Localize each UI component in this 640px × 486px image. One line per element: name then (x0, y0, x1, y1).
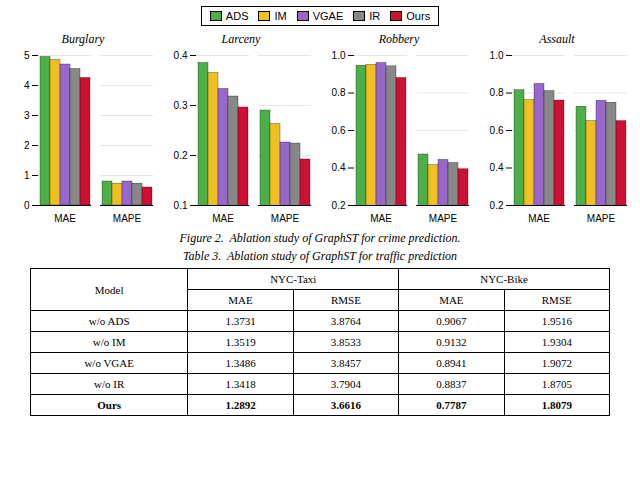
svg-text:0.2: 0.2 (174, 150, 188, 161)
html-text:Ours: Ours (406, 10, 431, 22)
html-text:1.3731: 1.3731 (225, 315, 256, 327)
html-text:1.3519: 1.3519 (225, 336, 256, 348)
html-text:0.7787: 0.7787 (436, 399, 467, 411)
html-text:3.8457: 3.8457 (330, 357, 362, 369)
html-text:Burglary: Burglary (61, 32, 105, 46)
svg-text:3: 3 (24, 110, 30, 121)
html-text:w/o VGAE: w/o VGAE (84, 357, 134, 369)
svg-text:0: 0 (24, 200, 30, 211)
html-text:3.7904: 3.7904 (330, 378, 362, 390)
html-text:1.8705: 1.8705 (541, 378, 572, 390)
svg-text:MAPE: MAPE (113, 213, 142, 224)
svg-text:1.0: 1.0 (332, 50, 346, 61)
html-text:0.8941: 0.8941 (436, 357, 467, 369)
html-text:1.3418: 1.3418 (225, 378, 256, 390)
svg-text:MAPE: MAPE (587, 213, 616, 224)
html-text:1.3486: 1.3486 (225, 357, 256, 369)
html-text:IR: IR (369, 10, 381, 22)
html-text:w/o IR: w/o IR (94, 378, 125, 390)
html-text:Larceny: Larceny (221, 32, 261, 46)
html-text:0.9067: 0.9067 (436, 315, 467, 327)
html-text:3.8764: 3.8764 (330, 315, 362, 327)
html-text:0.8837: 0.8837 (436, 378, 467, 390)
svg-text:0.4: 0.4 (332, 162, 346, 173)
svg-text:0.1: 0.1 (174, 200, 188, 211)
html-text:IM: IM (274, 10, 287, 22)
html-text:3.8533: 3.8533 (330, 336, 362, 348)
svg-text:0.2: 0.2 (490, 200, 504, 211)
svg-text:MAPE: MAPE (429, 213, 458, 224)
html-text:Table 3. Ablation study of Gra: Table 3. Ablation study of GraphST for t… (183, 249, 457, 263)
html-text:RMSE: RMSE (331, 294, 361, 306)
html-text:1.9072: 1.9072 (541, 357, 572, 369)
html-text:0.9132: 0.9132 (436, 336, 467, 348)
html-text:MAE: MAE (228, 294, 253, 306)
svg-text:2: 2 (24, 140, 30, 151)
html-text:Assault: Assault (539, 32, 575, 46)
svg-text:0.2: 0.2 (332, 200, 346, 211)
html-text:Robbery: Robbery (378, 32, 420, 46)
svg-text:4: 4 (24, 80, 30, 91)
html-text:VGAE: VGAE (312, 10, 344, 22)
svg-text:0.6: 0.6 (332, 125, 346, 136)
html-text:NYC-Taxi: NYC-Taxi (270, 273, 317, 285)
svg-text:MAPE: MAPE (271, 213, 300, 224)
html-text:Figure 2. Ablation study of Gr: Figure 2. Ablation study of GraphST for … (179, 231, 461, 245)
svg-text:MAE: MAE (370, 213, 392, 224)
html-text:w/o ADS: w/o ADS (88, 315, 130, 327)
svg-text:0.4: 0.4 (490, 162, 504, 173)
svg-text:0.8: 0.8 (490, 87, 504, 98)
svg-text:0.6: 0.6 (490, 125, 504, 136)
html-text:w/o IM: w/o IM (92, 336, 126, 348)
svg-text:1.0: 1.0 (490, 50, 504, 61)
svg-text:0.8: 0.8 (332, 87, 346, 98)
svg-text:MAE: MAE (212, 213, 234, 224)
html-text:1.2892: 1.2892 (225, 399, 256, 411)
html-text:3.6616: 3.6616 (330, 399, 362, 411)
svg-text:MAE: MAE (54, 213, 76, 224)
html-text:Model: Model (94, 283, 124, 296)
svg-text:0.3: 0.3 (174, 100, 188, 111)
html-text:NYC-Bike: NYC-Bike (480, 273, 528, 285)
html-text:1.9516: 1.9516 (541, 315, 572, 327)
html-text:RMSE: RMSE (541, 294, 572, 306)
html-text:MAE: MAE (439, 294, 464, 306)
svg-text:0.4: 0.4 (174, 50, 188, 61)
svg-text:MAE: MAE (528, 213, 550, 224)
html-text:1.8079: 1.8079 (541, 399, 572, 411)
html-text:ADS: ADS (225, 10, 249, 22)
svg-text:1: 1 (24, 170, 30, 181)
svg-text:5: 5 (24, 50, 30, 61)
html-text:Ours: Ours (97, 399, 122, 411)
html-text:1.9304: 1.9304 (541, 336, 572, 348)
